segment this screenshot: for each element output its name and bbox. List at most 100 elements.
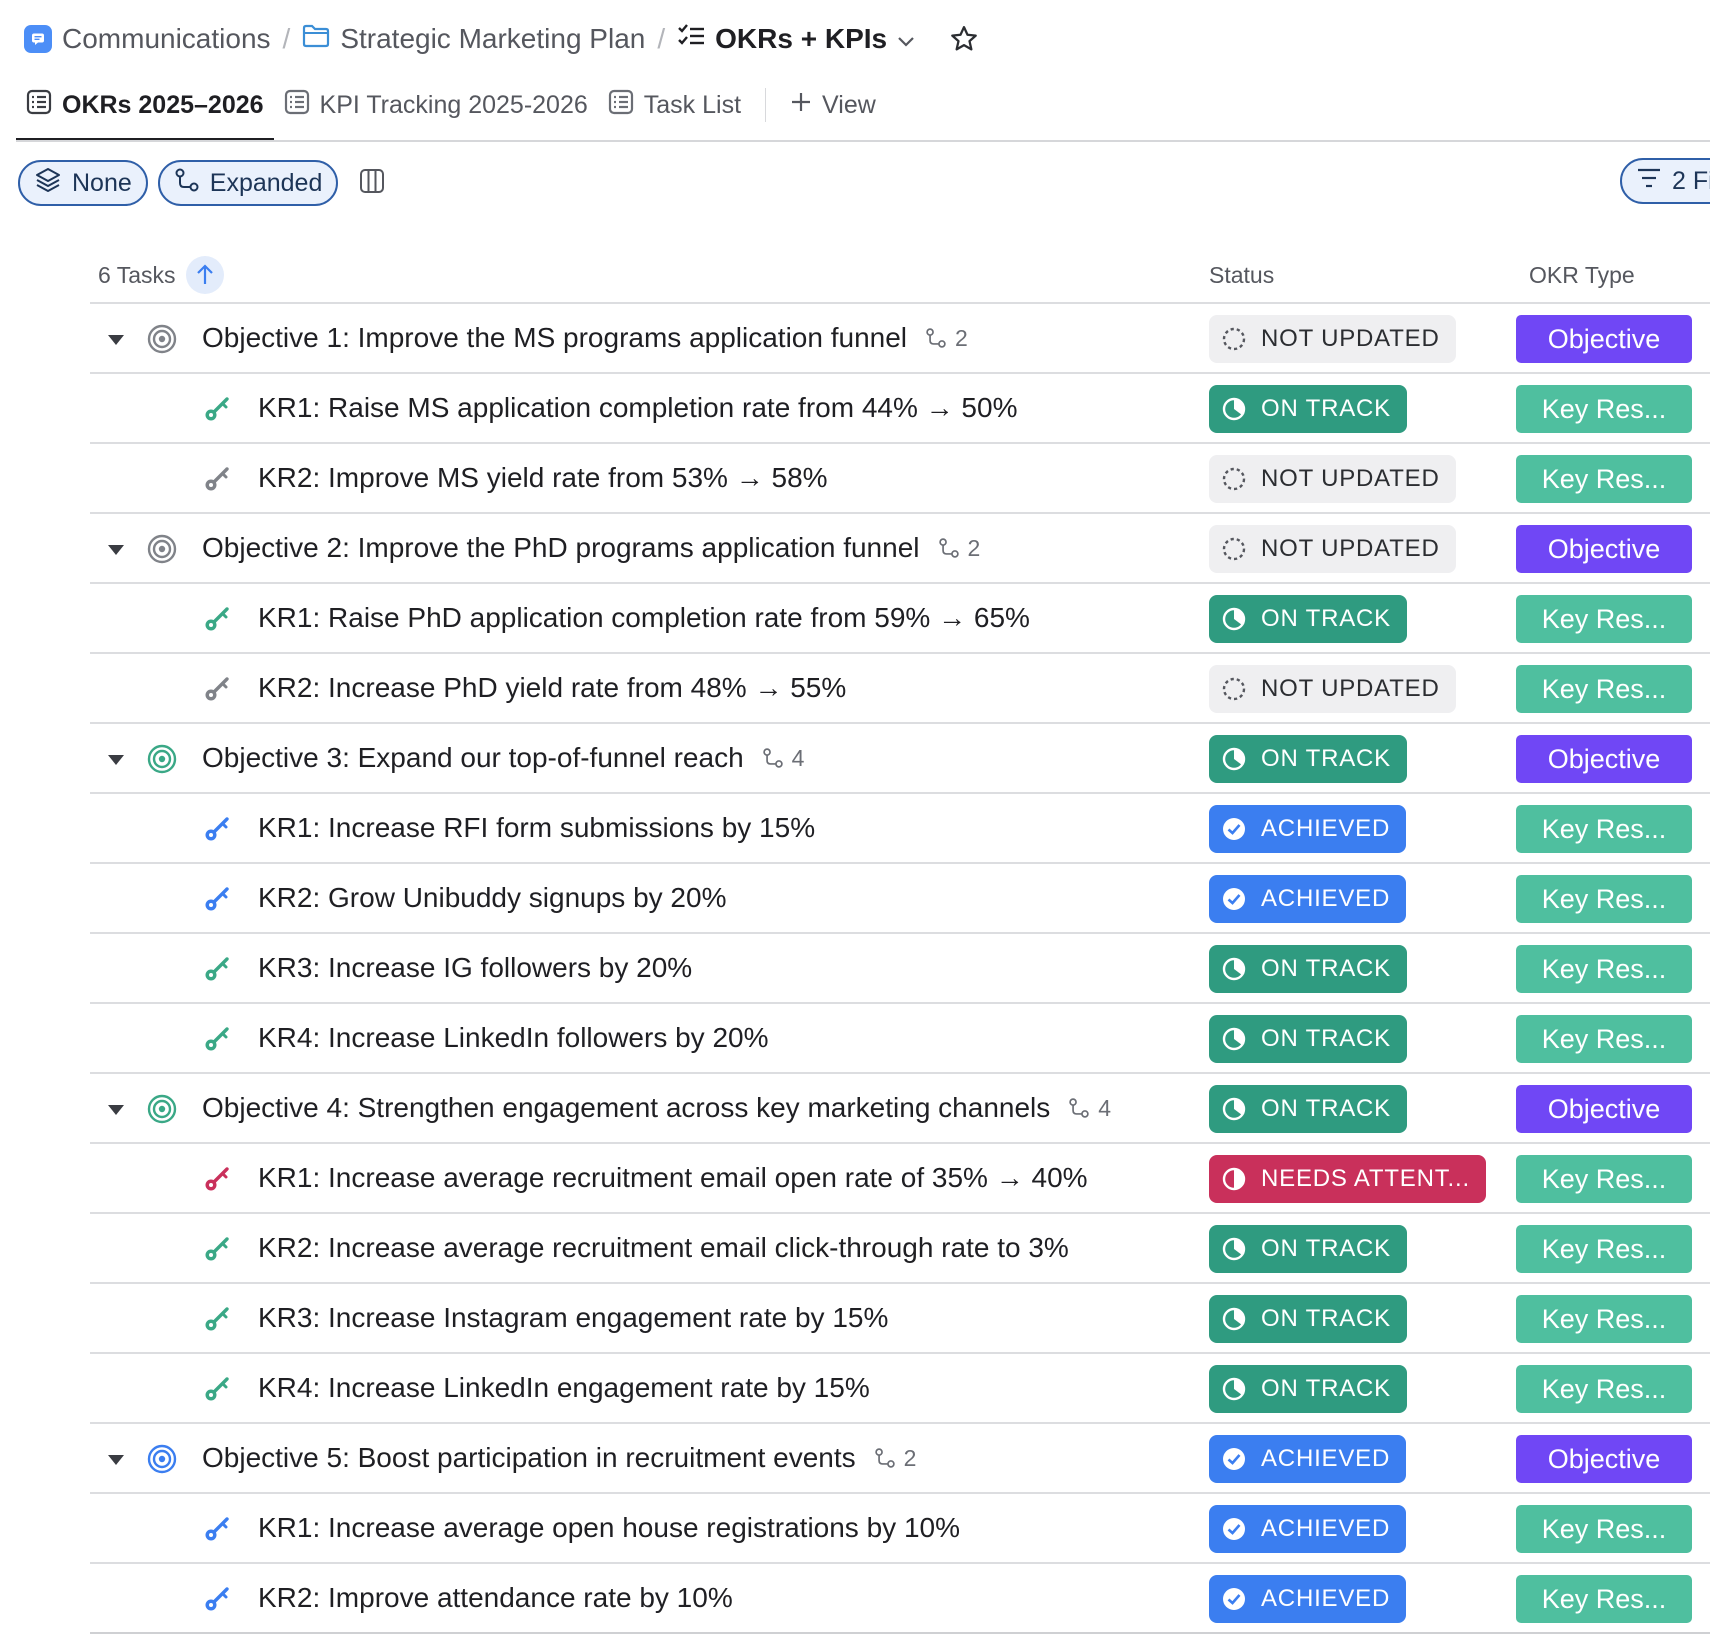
okr-type-badge[interactable]: Key Res... (1516, 1015, 1692, 1063)
status-badge[interactable]: ON TRACK (1209, 385, 1407, 433)
okr-type-badge[interactable]: Objective (1516, 735, 1692, 783)
key-result-row[interactable]: KR2: Improve attendance rate by 10% ACHIE… (90, 1564, 1710, 1634)
okr-type-badge[interactable]: Key Res... (1516, 805, 1692, 853)
subtask-count[interactable]: 4 (1068, 1095, 1111, 1122)
key-result-title[interactable]: KR2: Increase PhD yield rate from 48% → … (258, 654, 846, 722)
okr-type-badge[interactable]: Key Res... (1516, 385, 1692, 433)
key-result-title[interactable]: KR2: Improve attendance rate by 10% (258, 1564, 733, 1632)
key-result-row[interactable]: KR1: Increase RFI form submissions by 15… (90, 794, 1710, 864)
status-badge[interactable]: ACHIEVED (1209, 1435, 1407, 1483)
okr-type-badge[interactable]: Objective (1516, 315, 1692, 363)
key-result-title[interactable]: KR4: Increase LinkedIn followers by 20% (258, 1004, 769, 1072)
okr-type-badge[interactable]: Key Res... (1516, 1295, 1692, 1343)
key-result-title[interactable]: KR1: Raise MS application completion rat… (258, 374, 1017, 442)
key-result-title[interactable]: KR1: Increase average open house registr… (258, 1494, 960, 1562)
tab-okrs[interactable]: OKRs 2025–2026 (16, 80, 274, 141)
objective-title[interactable]: Objective 1: Improve the MS programs app… (202, 304, 968, 372)
okr-type-badge[interactable]: Objective (1516, 525, 1692, 573)
status-badge[interactable]: ON TRACK (1209, 595, 1407, 643)
key-result-row[interactable]: KR3: Increase Instagram engagement rate … (90, 1284, 1710, 1354)
key-result-row[interactable]: KR1: Increase average open house registr… (90, 1494, 1710, 1564)
okr-type-badge[interactable]: Key Res... (1516, 455, 1692, 503)
key-result-title[interactable]: KR2: Improve MS yield rate from 53% → 58… (258, 444, 828, 512)
okr-type-badge[interactable]: Key Res... (1516, 595, 1692, 643)
status-badge[interactable]: ON TRACK (1209, 735, 1407, 783)
okr-type-badge[interactable]: Key Res... (1516, 1365, 1692, 1413)
tab-task-list[interactable]: Task List (598, 80, 751, 130)
key-result-title[interactable]: KR3: Increase Instagram engagement rate … (258, 1284, 888, 1352)
status-badge[interactable]: NOT UPDATED (1209, 665, 1456, 713)
collapse-caret-icon[interactable] (104, 538, 128, 562)
key-result-title[interactable]: KR1: Raise PhD application completion ra… (258, 584, 1030, 652)
status-badge[interactable]: ACHIEVED (1209, 805, 1407, 853)
breadcrumb-list[interactable]: OKRs + KPIs (677, 23, 915, 56)
group-by-button[interactable]: None (18, 160, 148, 206)
key-result-row[interactable]: KR3: Increase IG followers by 20% ON TRAC… (90, 934, 1710, 1004)
filters-button[interactable]: 2 Filt (1620, 158, 1710, 204)
status-badge[interactable]: NOT UPDATED (1209, 525, 1456, 573)
status-badge[interactable]: ON TRACK (1209, 1295, 1407, 1343)
okr-type-badge[interactable]: Objective (1516, 1085, 1692, 1133)
status-badge[interactable]: NOT UPDATED (1209, 315, 1456, 363)
collapse-caret-icon[interactable] (104, 328, 128, 352)
star-icon[interactable] (949, 24, 979, 54)
key-result-title[interactable]: KR4: Increase LinkedIn engagement rate b… (258, 1354, 870, 1422)
okr-type-badge[interactable]: Key Res... (1516, 875, 1692, 923)
okr-type-badge[interactable]: Key Res... (1516, 1505, 1692, 1553)
objective-title[interactable]: Objective 5: Boost participation in recr… (202, 1424, 916, 1492)
collapse-caret-icon[interactable] (104, 1448, 128, 1472)
key-result-row[interactable]: KR1: Raise MS application completion rat… (90, 374, 1710, 444)
status-column-header[interactable]: Status (1209, 261, 1275, 288)
status-badge[interactable]: ON TRACK (1209, 1085, 1407, 1133)
objective-title[interactable]: Objective 2: Improve the PhD programs ap… (202, 514, 980, 582)
okr-type-badge[interactable]: Key Res... (1516, 945, 1692, 993)
okr-type-badge[interactable]: Key Res... (1516, 1575, 1692, 1623)
key-result-row[interactable]: KR2: Increase average recruitment email … (90, 1214, 1710, 1284)
key-result-row[interactable]: KR4: Increase LinkedIn followers by 20% O… (90, 1004, 1710, 1074)
key-result-row[interactable]: KR1: Raise PhD application completion ra… (90, 584, 1710, 654)
collapse-caret-icon[interactable] (104, 1098, 128, 1122)
key-result-title[interactable]: KR1: Increase average recruitment email … (258, 1144, 1088, 1212)
objective-row[interactable]: Objective 2: Improve the PhD programs ap… (90, 514, 1710, 584)
status-badge[interactable]: ON TRACK (1209, 1365, 1407, 1413)
key-result-row[interactable]: KR1: Increase average recruitment email … (90, 1144, 1710, 1214)
subtasks-button[interactable]: Expanded (157, 160, 339, 206)
objective-row[interactable]: Objective 1: Improve the MS programs app… (90, 304, 1710, 374)
key-result-title[interactable]: KR3: Increase IG followers by 20% (258, 934, 692, 1002)
key-result-row[interactable]: KR4: Increase LinkedIn engagement rate b… (90, 1354, 1710, 1424)
collapse-caret-icon[interactable] (104, 748, 128, 772)
status-badge[interactable]: NEEDS ATTENT... (1209, 1155, 1486, 1203)
tab-kpi-tracking[interactable]: KPI Tracking 2025-2026 (274, 80, 598, 130)
chevron-down-icon[interactable] (897, 23, 915, 55)
objective-row[interactable]: Objective 4: Strengthen engagement acros… (90, 1074, 1710, 1144)
status-badge[interactable]: ON TRACK (1209, 945, 1407, 993)
okr-type-badge[interactable]: Key Res... (1516, 665, 1692, 713)
key-result-row[interactable]: KR2: Improve MS yield rate from 53% → 58… (90, 444, 1710, 514)
status-badge[interactable]: ACHIEVED (1209, 875, 1407, 923)
key-result-title[interactable]: KR2: Grow Unibuddy signups by 20% (258, 864, 726, 932)
status-badge[interactable]: ON TRACK (1209, 1015, 1407, 1063)
okr-type-badge[interactable]: Key Res... (1516, 1225, 1692, 1273)
status-badge[interactable]: ON TRACK (1209, 1225, 1407, 1273)
subtask-count[interactable]: 2 (938, 535, 980, 562)
okr-type-column-header[interactable]: OKR Type (1529, 261, 1635, 288)
key-result-title[interactable]: KR1: Increase RFI form submissions by 15… (258, 794, 815, 862)
objective-row[interactable]: Objective 3: Expand our top-of-funnel re… (90, 724, 1710, 794)
status-badge[interactable]: ACHIEVED (1209, 1575, 1407, 1623)
objective-title[interactable]: Objective 4: Strengthen engagement acros… (202, 1074, 1111, 1142)
subtask-count[interactable]: 2 (874, 1445, 916, 1472)
columns-button[interactable] (352, 163, 392, 203)
breadcrumb-folder[interactable]: Strategic Marketing Plan (302, 23, 645, 55)
okr-type-badge[interactable]: Objective (1516, 1435, 1692, 1483)
key-result-title[interactable]: KR2: Increase average recruitment email … (258, 1214, 1069, 1282)
subtask-count[interactable]: 2 (925, 325, 968, 352)
subtask-count[interactable]: 4 (762, 745, 804, 772)
add-view-button[interactable]: View (780, 80, 886, 130)
key-result-row[interactable]: KR2: Grow Unibuddy signups by 20% ACHIEVE… (90, 864, 1710, 934)
okr-type-badge[interactable]: Key Res... (1516, 1155, 1692, 1203)
status-badge[interactable]: NOT UPDATED (1209, 455, 1456, 503)
objective-title[interactable]: Objective 3: Expand our top-of-funnel re… (202, 724, 804, 792)
breadcrumb-space[interactable]: Communications (24, 23, 271, 55)
status-badge[interactable]: ACHIEVED (1209, 1505, 1407, 1553)
key-result-row[interactable]: KR2: Increase PhD yield rate from 48% → … (90, 654, 1710, 724)
